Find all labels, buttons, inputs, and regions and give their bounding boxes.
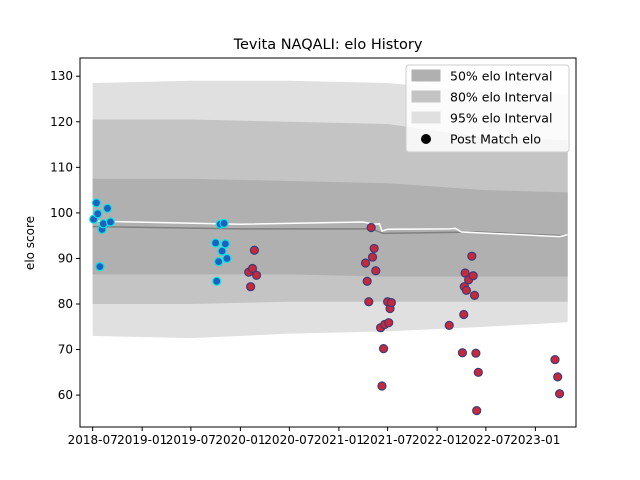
data-point [364,297,374,307]
y-tick-label: 100 [50,206,73,220]
y-tick-label: 130 [50,69,73,83]
x-tick-label: 2019-01 [117,433,167,447]
data-point [219,218,229,228]
data-point [457,348,468,358]
y-tick-label: 60 [58,388,73,402]
legend-swatch [411,111,441,124]
data-point [459,309,469,320]
data-point [467,251,477,261]
data-point [386,298,396,308]
data-point [384,318,394,328]
chart-title: Tevita NAQALI: elo History [233,37,423,53]
data-point [212,276,222,286]
x-tick-label: 2022-01 [412,433,462,447]
legend-swatch [411,90,441,103]
legend-label: 50% elo Interval [450,69,552,84]
data-point [249,245,259,255]
data-point [91,198,102,208]
data-point [222,253,232,264]
data-point [550,354,560,365]
y-tick-label: 80 [58,297,73,311]
band-50 [92,178,568,277]
data-point [554,389,565,399]
data-point [369,243,379,254]
data-point [211,238,221,248]
data-point [473,367,483,377]
x-tick-label: 2021-07 [363,433,413,447]
legend-marker [421,134,431,144]
median-elo-line [92,220,568,238]
data-point [472,406,482,416]
data-point [378,344,389,354]
data-point [214,257,224,267]
y-axis: 60 70 80 90 100 110 120 130 [50,69,80,402]
data-point [377,381,387,391]
legend: 50% elo Interval 80% elo Interval 95% elo … [405,64,570,153]
x-tick-label: 2021-01 [314,433,364,447]
data-point [468,271,478,281]
data-point [362,276,372,286]
data-point [553,372,563,382]
data-point [105,217,116,227]
legend-label: 80% elo Interval [450,90,552,105]
x-tick-label: 2018-07 [68,433,118,447]
plot-frame [79,57,577,428]
data-point [220,239,230,249]
data-point [217,246,227,256]
data-point [246,282,256,292]
data-point [93,209,103,219]
legend-label: 95% elo Interval [450,111,552,126]
data-point [247,263,258,274]
data-point [251,270,262,280]
legend-swatch [411,69,441,82]
data-point [95,262,105,272]
y-tick-label: 120 [50,115,73,129]
x-tick-label: 2022-07 [461,433,511,447]
y-tick-label: 110 [50,160,73,174]
x-tick-label: 2020-07 [264,433,314,447]
data-point [444,320,454,331]
data-point [471,348,481,358]
x-tick-label: 2019-07 [166,433,216,447]
data-point [360,258,371,268]
data-point [371,266,381,276]
data-point [469,290,480,300]
x-tick-label: 2023-01 [510,433,560,447]
y-axis-label: elo score [23,216,37,270]
x-tick-label: 2020-01 [215,433,265,447]
legend-label: Post Match elo [450,132,541,147]
y-tick-label: 90 [58,251,73,265]
data-point [461,285,472,295]
mean-elo-line [92,225,568,237]
data-point [102,203,113,213]
data-point [366,222,376,233]
y-tick-label: 70 [58,343,73,357]
data-point [367,252,378,262]
legend-box [405,64,570,153]
